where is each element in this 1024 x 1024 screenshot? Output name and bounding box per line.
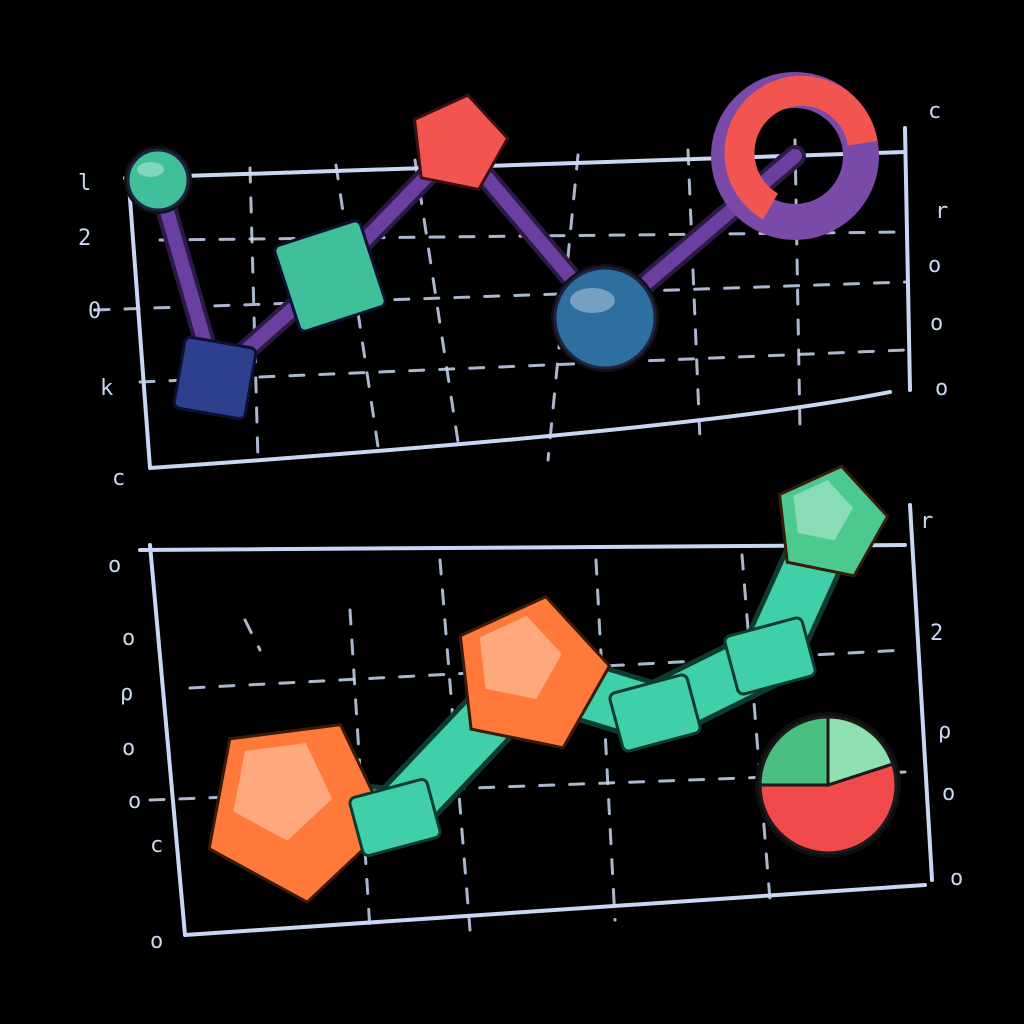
- top-grid-v3: [413, 158, 462, 457]
- top-grid-v1: [248, 166, 260, 462]
- top-right-tick-2: r: [935, 199, 948, 224]
- pie-slice-3: [826, 715, 895, 788]
- pie-slice-2: [758, 715, 830, 787]
- bottom-point-3-highlight: [479, 615, 562, 699]
- top-right-tick-3: o: [928, 253, 941, 278]
- top-left-tick-2: 2: [78, 226, 91, 251]
- bottom-left-tick-4: o: [122, 736, 135, 761]
- top-left-tick-labels: l 2 0 k c: [78, 171, 125, 491]
- top-chart-marks: [124, 72, 879, 421]
- bottom-right-tick-2: 2: [930, 621, 943, 646]
- top-right-tick-labels: c r o o o: [928, 99, 948, 401]
- bottom-grid-v1: [243, 618, 262, 652]
- top-point-4: [412, 93, 510, 192]
- bottom-chart-marks: [207, 464, 901, 905]
- bottom-left-tick-3: ρ: [120, 681, 133, 706]
- bottom-point-6: [777, 464, 890, 578]
- bottom-right-tick-4: o: [942, 781, 955, 806]
- bottom-left-tick-6: c: [150, 833, 163, 858]
- top-chart: l 2 0 k c c r o o o: [78, 72, 948, 491]
- bottom-point-3: [458, 594, 612, 750]
- bottom-chart-frame: [138, 503, 934, 937]
- top-grid-v6: [793, 138, 802, 432]
- bottom-grid-h1: [188, 648, 907, 690]
- top-left-tick-4: k: [100, 376, 113, 401]
- top-right-tick-4: o: [930, 311, 943, 336]
- bottom-point-1-highlight: [233, 743, 333, 841]
- top-right-tick-5: o: [935, 376, 948, 401]
- top-point-2: [172, 335, 258, 421]
- top-point-5-highlight: [570, 288, 615, 313]
- bottom-point-6-highlight: [793, 480, 853, 541]
- top-left-tick-3: 0: [88, 299, 101, 324]
- top-left-tick-1: l: [78, 171, 91, 196]
- top-left-tick-5: c: [112, 466, 125, 491]
- bottom-left-tick-2: o: [122, 626, 135, 651]
- bottom-right-tick-labels: r 2 ρ o o: [920, 509, 963, 891]
- bottom-right-tick-3: ρ: [938, 719, 951, 744]
- top-grid-h3: [138, 348, 907, 384]
- bottom-point-2: [348, 778, 442, 857]
- bottom-point-4: [608, 673, 702, 753]
- top-grid-h2: [93, 280, 907, 312]
- bottom-right-tick-1: r: [920, 509, 933, 534]
- bottom-left-tick-1: o: [108, 553, 121, 578]
- bottom-left-tick-7: o: [150, 929, 163, 954]
- bottom-right-tick-5: o: [950, 866, 963, 891]
- top-point-3: [273, 219, 387, 333]
- top-right-tick-1: c: [928, 99, 941, 124]
- top-point-1: [126, 148, 190, 212]
- top-chart-frame: [123, 126, 912, 470]
- top-point-5: [553, 266, 657, 370]
- bottom-grid-v4: [594, 558, 617, 922]
- bottom-point-5: [723, 616, 817, 696]
- top-point-1-highlight: [137, 162, 164, 177]
- top-grid-v5: [686, 148, 702, 442]
- bottom-left-tick-5: o: [128, 789, 141, 814]
